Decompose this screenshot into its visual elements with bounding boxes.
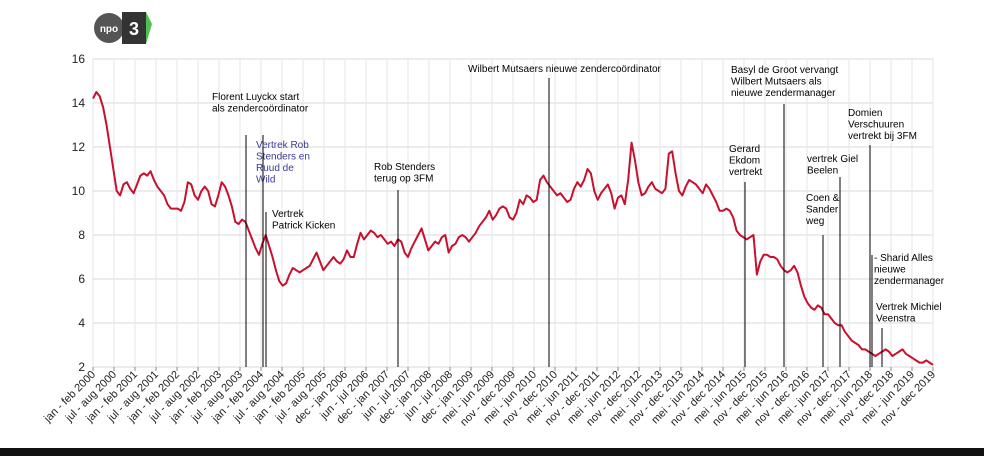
- annotation-line: nieuwe zendermanager: [731, 88, 836, 99]
- y-tick-label: 6: [78, 272, 85, 286]
- annotation-label: Vertrek Michiel Veenstra: [876, 302, 942, 325]
- y-tick-label: 14: [72, 96, 86, 110]
- annotation-label: - Sharid Alles nieuwe zendermanager: [874, 253, 945, 287]
- grid: [92, 58, 934, 368]
- annotation-label: Domien Verschuuren vertrekt bij 3FM: [848, 108, 917, 142]
- annotation-label: Basyl de Groot vervangt Wilbert Mutsaers …: [731, 65, 838, 99]
- annotation-line: Wilbert Mutsaers nieuwe zendercoördinato…: [468, 64, 662, 75]
- series: [92, 91, 934, 366]
- annotation-line: Verschuuren: [848, 120, 904, 131]
- annotation-line: Florent Luyckx start: [212, 92, 299, 103]
- annotation-label: Coen & Sander weg: [805, 193, 840, 227]
- annotation-line: als zendercoördinator: [212, 104, 309, 115]
- annotation-line: Stenders en: [256, 152, 310, 163]
- annotation-line: Sander: [806, 205, 839, 216]
- annotation-line: terug op 3FM: [374, 174, 433, 185]
- annotation-line: Ekdom: [729, 156, 760, 167]
- annotation-line: Veenstra: [876, 314, 916, 325]
- y-tick-label: 12: [72, 140, 86, 154]
- y-tick-label: 8: [78, 228, 85, 242]
- annotation-line: Vertrek Rob: [256, 140, 309, 151]
- annotation-line: Coen &: [806, 193, 840, 204]
- bottom-border: [0, 448, 984, 456]
- annotation-line: vertrekt bij 3FM: [848, 131, 917, 142]
- annotation-line: Domien: [848, 108, 882, 119]
- annotation-line: - Sharid Alles: [874, 253, 933, 264]
- annotation-label: Rob Stenders terug op 3FM: [374, 162, 435, 185]
- y-tick-label: 2: [78, 360, 85, 374]
- annotation-line: Gerard: [729, 144, 760, 155]
- annotation-line: Patrick Kicken: [272, 221, 335, 232]
- series-line: [92, 91, 934, 366]
- annotation-label: Vertrek Patrick Kicken: [272, 209, 335, 232]
- svg-text:npo: npo: [100, 24, 118, 35]
- annotation-label: Wilbert Mutsaers nieuwe zendercoördinato…: [468, 64, 662, 75]
- annotation-line: Wilbert Mutsaers als: [731, 77, 822, 88]
- annotation-label: Florent Luyckx start als zendercoördinato…: [212, 92, 309, 115]
- annotation-line: vertrek Giel: [807, 154, 858, 165]
- y-tick-label: 4: [78, 316, 85, 330]
- annotation-line: Wild: [256, 175, 275, 186]
- annotation-label: vertrek Giel Beelen: [807, 154, 858, 177]
- annotations: Florent Luyckx start als zendercoördinato…: [212, 64, 945, 367]
- annotation-label: Vertrek Rob Stenders en Ruud de Wild: [256, 140, 310, 186]
- annotation-line: Beelen: [807, 166, 838, 177]
- annotation-line: weg: [805, 216, 824, 227]
- annotation-line: nieuwe: [874, 265, 906, 276]
- y-tick-label: 16: [72, 52, 86, 66]
- annotation-line: Ruud de: [256, 163, 294, 174]
- annotation-line: Basyl de Groot vervangt: [731, 65, 838, 76]
- npo-3fm-logo: npo 3: [92, 4, 154, 52]
- annotation-label: Gerard Ekdom vertrekt: [729, 144, 763, 178]
- annotation-line: Vertrek: [272, 209, 305, 220]
- y-axis: 2 4 6 8 10 12 14 16: [72, 52, 86, 374]
- annotation-line: Rob Stenders: [374, 162, 435, 173]
- svg-text:3: 3: [129, 19, 139, 39]
- annotation-line: vertrekt: [729, 167, 763, 178]
- annotation-line: Vertrek Michiel: [876, 302, 942, 313]
- y-tick-label: 10: [72, 184, 86, 198]
- annotation-line: zendermanager: [874, 276, 945, 287]
